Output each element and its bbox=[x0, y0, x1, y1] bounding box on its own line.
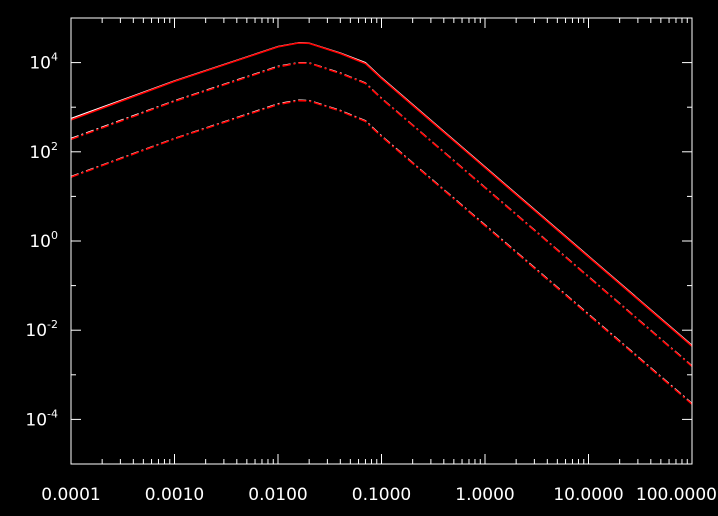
y-tick-label: 104 bbox=[29, 51, 58, 74]
ticks-layer bbox=[70, 17, 692, 465]
x-tick-label: 0.0001 bbox=[41, 485, 100, 505]
tick-labels: 0.0001 0.0010 0.0100 0.1000 1.0000 10.0000 100… bbox=[25, 51, 717, 505]
y-tick-label: 10-2 bbox=[25, 318, 58, 341]
x-tick-label: 0.1000 bbox=[352, 485, 411, 505]
y-tick-label: 10-4 bbox=[25, 407, 58, 430]
y-tick-label: 100 bbox=[29, 229, 58, 252]
series-line-6 bbox=[70, 99, 693, 405]
x-tick-label: 100.0000 bbox=[636, 485, 717, 505]
series-layer bbox=[70, 42, 693, 405]
y-tick-label: 102 bbox=[29, 140, 58, 163]
x-tick-label: 0.0100 bbox=[248, 485, 307, 505]
series-line-2 bbox=[70, 42, 693, 347]
x-tick-label: 0.0010 bbox=[145, 485, 204, 505]
x-tick-label: 10.0000 bbox=[553, 485, 623, 505]
series-line-4 bbox=[70, 62, 693, 367]
x-tick-label: 1.0000 bbox=[455, 485, 514, 505]
